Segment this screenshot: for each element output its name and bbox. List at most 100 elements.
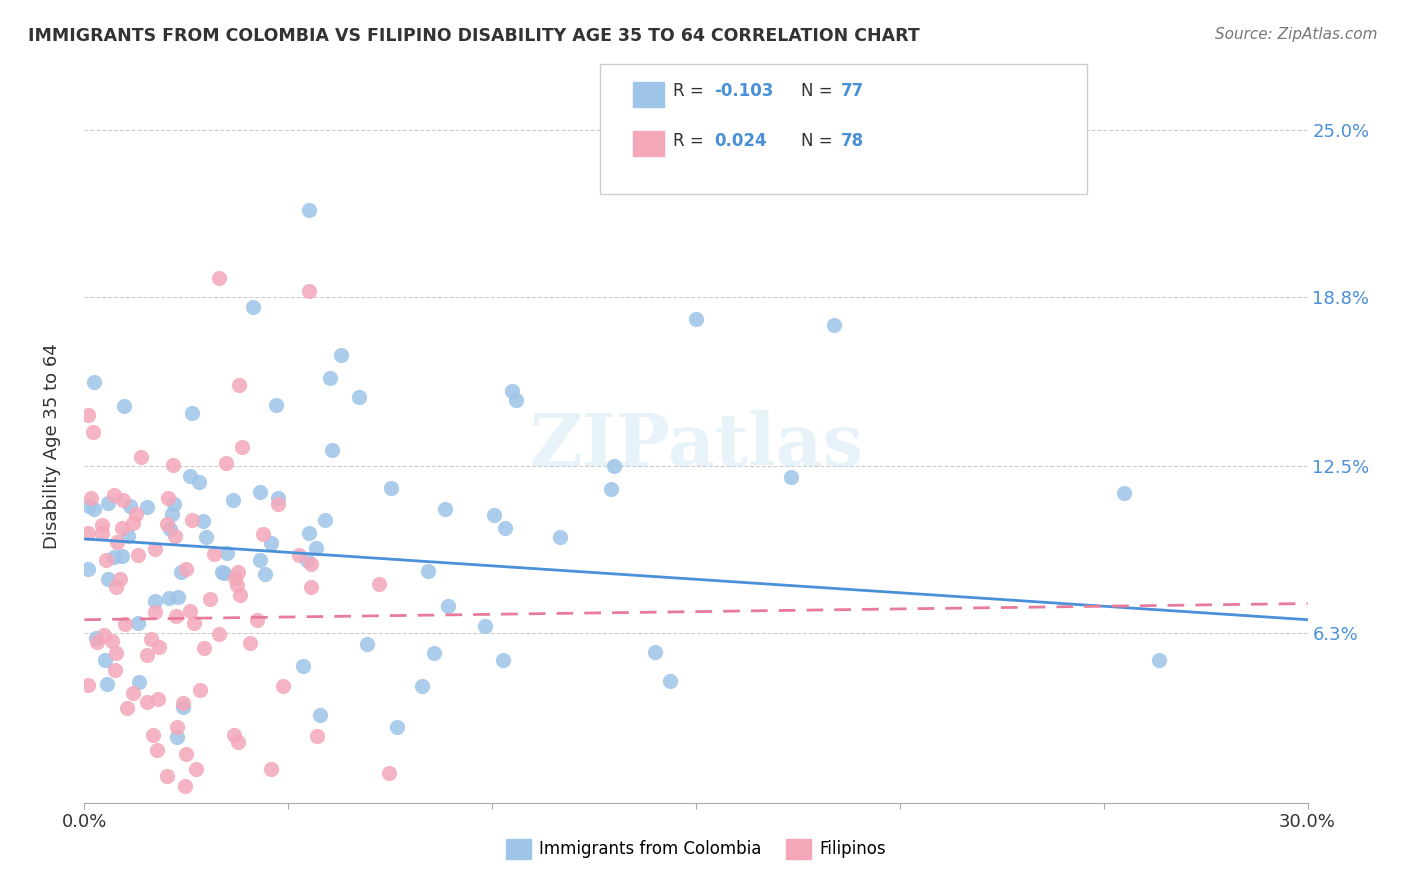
Point: [84, 632, 107, 646]
Point: [127, 615, 149, 630]
Point: [170, 566, 193, 580]
Point: [298, 526, 321, 541]
Point: [416, 564, 439, 578]
Point: [129, 450, 152, 465]
Point: [288, 548, 311, 562]
Point: [501, 384, 523, 398]
Point: [224, 728, 246, 742]
Point: [1114, 486, 1136, 500]
Point: [111, 549, 134, 563]
Point: [184, 762, 207, 776]
Point: [319, 370, 342, 384]
Point: [173, 779, 195, 793]
Point: [356, 637, 378, 651]
Point: [91, 525, 114, 540]
Point: [162, 458, 184, 472]
Point: [224, 571, 246, 585]
Point: [437, 599, 460, 613]
Point: [166, 731, 188, 745]
Point: [242, 300, 264, 314]
Point: [179, 468, 201, 483]
Point: [172, 697, 194, 711]
Point: [505, 392, 527, 407]
Point: [93, 653, 115, 667]
Point: [122, 686, 145, 700]
Text: 0.024: 0.024: [714, 132, 766, 150]
Point: [128, 675, 150, 690]
Point: [93, 628, 115, 642]
Point: [122, 516, 145, 530]
Point: [298, 284, 321, 298]
Point: [104, 581, 127, 595]
Point: [658, 674, 681, 689]
Point: [191, 514, 214, 528]
Point: [231, 441, 253, 455]
Point: [101, 634, 124, 648]
Point: [260, 535, 283, 549]
Point: [166, 720, 188, 734]
Text: Source: ZipAtlas.com: Source: ZipAtlas.com: [1215, 27, 1378, 42]
Text: R =: R =: [673, 82, 710, 100]
Point: [260, 762, 283, 776]
Point: [127, 549, 149, 563]
Point: [411, 679, 433, 693]
Point: [321, 443, 343, 458]
Point: [108, 572, 131, 586]
Point: [179, 604, 201, 618]
Point: [368, 577, 391, 591]
Point: [387, 720, 409, 734]
Point: [600, 483, 623, 497]
Point: [118, 499, 141, 513]
Point: [378, 766, 401, 780]
Point: [423, 646, 446, 660]
Point: [291, 659, 314, 673]
Point: [77, 526, 100, 541]
Point: [823, 318, 845, 332]
Point: [215, 456, 238, 470]
Point: [159, 522, 181, 536]
Point: [779, 469, 801, 483]
Point: [193, 641, 215, 656]
Point: [330, 348, 353, 362]
Text: R =: R =: [673, 132, 710, 150]
Point: [82, 425, 104, 439]
Point: [167, 590, 190, 604]
Point: [474, 619, 496, 633]
Point: [212, 566, 235, 580]
Point: [211, 566, 233, 580]
Point: [202, 547, 225, 561]
Point: [174, 747, 197, 762]
Point: [225, 578, 247, 592]
Text: IMMIGRANTS FROM COLOMBIA VS FILIPINO DISABILITY AGE 35 TO 64 CORRELATION CHART: IMMIGRANTS FROM COLOMBIA VS FILIPINO DIS…: [28, 27, 920, 45]
Point: [183, 615, 205, 630]
Point: [112, 492, 135, 507]
Point: [305, 729, 328, 743]
Point: [143, 542, 166, 557]
Point: [105, 646, 128, 660]
Point: [163, 529, 186, 543]
Text: 77: 77: [841, 82, 865, 100]
Point: [271, 679, 294, 693]
Point: [314, 512, 336, 526]
Point: [299, 580, 322, 594]
Point: [229, 588, 252, 602]
Point: [124, 508, 146, 522]
Point: [239, 636, 262, 650]
Text: -0.103: -0.103: [714, 82, 773, 100]
Point: [644, 644, 666, 658]
Point: [117, 529, 139, 543]
Point: [434, 502, 457, 516]
Point: [215, 546, 238, 560]
Text: 78: 78: [841, 132, 863, 150]
Point: [494, 521, 516, 535]
Legend: Immigrants from Colombia, Filipinos: Immigrants from Colombia, Filipinos: [499, 832, 893, 866]
Point: [103, 550, 125, 565]
Point: [136, 694, 159, 708]
Point: [267, 491, 290, 505]
Point: [603, 459, 626, 474]
Point: [114, 617, 136, 632]
Point: [105, 535, 128, 549]
Point: [90, 518, 112, 533]
Point: [143, 594, 166, 608]
Point: [249, 553, 271, 567]
